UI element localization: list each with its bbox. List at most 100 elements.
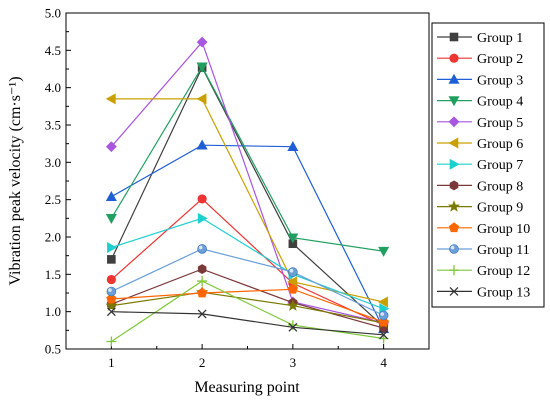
y-tick-label: 3.5 [45,118,61,133]
legend-label: Group 13 [477,285,530,300]
data-point [106,274,116,285]
data-point [287,320,298,331]
x-axis-title: Measuring point [194,379,300,396]
y-axis: 0.5 1.0 1.5 2.0 2.5 3.0 3.5 4.0 4.5 5.0 [45,6,71,357]
x-tick-label: 2 [199,355,206,370]
legend-marker [449,180,459,191]
legend-marker [449,244,459,254]
data-point [378,246,390,257]
series-3 [105,139,390,334]
legend-marker [447,200,461,212]
y-axis-title: Vibration peak velocity (cm·s⁻¹) [7,76,24,285]
y-tick-label: 3.0 [45,155,61,170]
legend-label: Group 6 [477,137,523,152]
legend-item: Group 7 [437,158,523,173]
data-point [105,93,116,105]
data-point [287,141,299,151]
series-line [110,65,384,252]
series-line [111,280,384,342]
series-5 [105,36,390,329]
legend-marker [448,137,459,149]
data-point [286,299,299,311]
legend-label: Group 1 [477,31,523,46]
data-point [197,212,208,224]
series-line [111,288,384,323]
series-line [110,66,385,328]
x-tick-label: 4 [380,355,387,370]
legend-marker [449,158,460,170]
series-line [111,144,385,330]
series-line [111,268,384,329]
data-point [197,309,207,319]
data-point [379,330,389,340]
legend-marker [449,265,459,276]
data-point [197,264,207,275]
series-line [111,291,384,324]
legend-item: Group 4 [437,95,523,110]
legend-label: Group 2 [477,52,523,67]
data-point [196,62,208,73]
data-point [196,139,208,150]
legend-label: Group 8 [477,179,523,194]
series-line [111,198,384,326]
y-tick-label: 5.0 [45,6,61,21]
y-tick-label: 0.5 [45,342,61,357]
legend-marker [449,32,459,42]
data-point [288,322,298,332]
data-point [197,287,208,298]
x-axis: 1 2 3 4 [65,344,387,370]
series-13 [106,307,389,340]
data-point [105,191,117,201]
data-point [197,244,207,254]
data-point [106,293,117,304]
legend-marker [449,53,459,63]
y-tick-label: 1.5 [45,267,61,282]
series-line [111,217,384,310]
data-point [287,233,299,244]
data-point [197,194,207,204]
legend-item: Group 1 [437,31,523,46]
series-2 [106,194,389,330]
data-point [106,336,117,347]
series-12 [106,276,389,347]
series-line [111,98,384,303]
legend-label: Group 10 [477,222,530,237]
data-point [105,141,117,153]
legend-marker [448,222,460,233]
series-line [111,311,384,336]
legend-item: Group 13 [437,285,530,300]
series-6 [105,93,388,308]
legend-label: Group 12 [477,264,530,279]
legend-marker [448,96,460,107]
legend-marker [448,73,460,84]
legend-label: Group 7 [477,158,523,173]
y-tick-label: 2.0 [45,230,61,245]
legend-label: Group 3 [477,73,523,88]
data-point [197,276,208,287]
legend-label: Group 11 [477,243,530,258]
series-line [110,40,384,324]
legend-label: Group 5 [477,116,523,131]
x-tick-label: 3 [290,355,297,370]
data-point [105,214,117,224]
data-point [378,310,389,321]
series-4 [105,62,390,257]
series-11 [106,244,389,321]
x-tick-label: 1 [108,355,115,370]
data-point [288,267,298,277]
data-point [105,299,118,311]
series-line [111,248,384,316]
legend-item: Group 9 [437,200,523,216]
legend: Group 1 Group 2 Group 3 Group 4 Group 5 Group… [431,22,545,308]
legend-marker [448,116,460,128]
legend-item: Group 6 [437,137,523,152]
y-tick-label: 2.5 [45,192,61,207]
data-point [106,286,117,297]
data-point [107,241,117,253]
legend-item: Group 8 [437,179,523,194]
data-point [196,36,208,48]
data-point [378,296,388,308]
data-point [106,307,116,317]
y-tick-label: 4.5 [45,43,61,58]
